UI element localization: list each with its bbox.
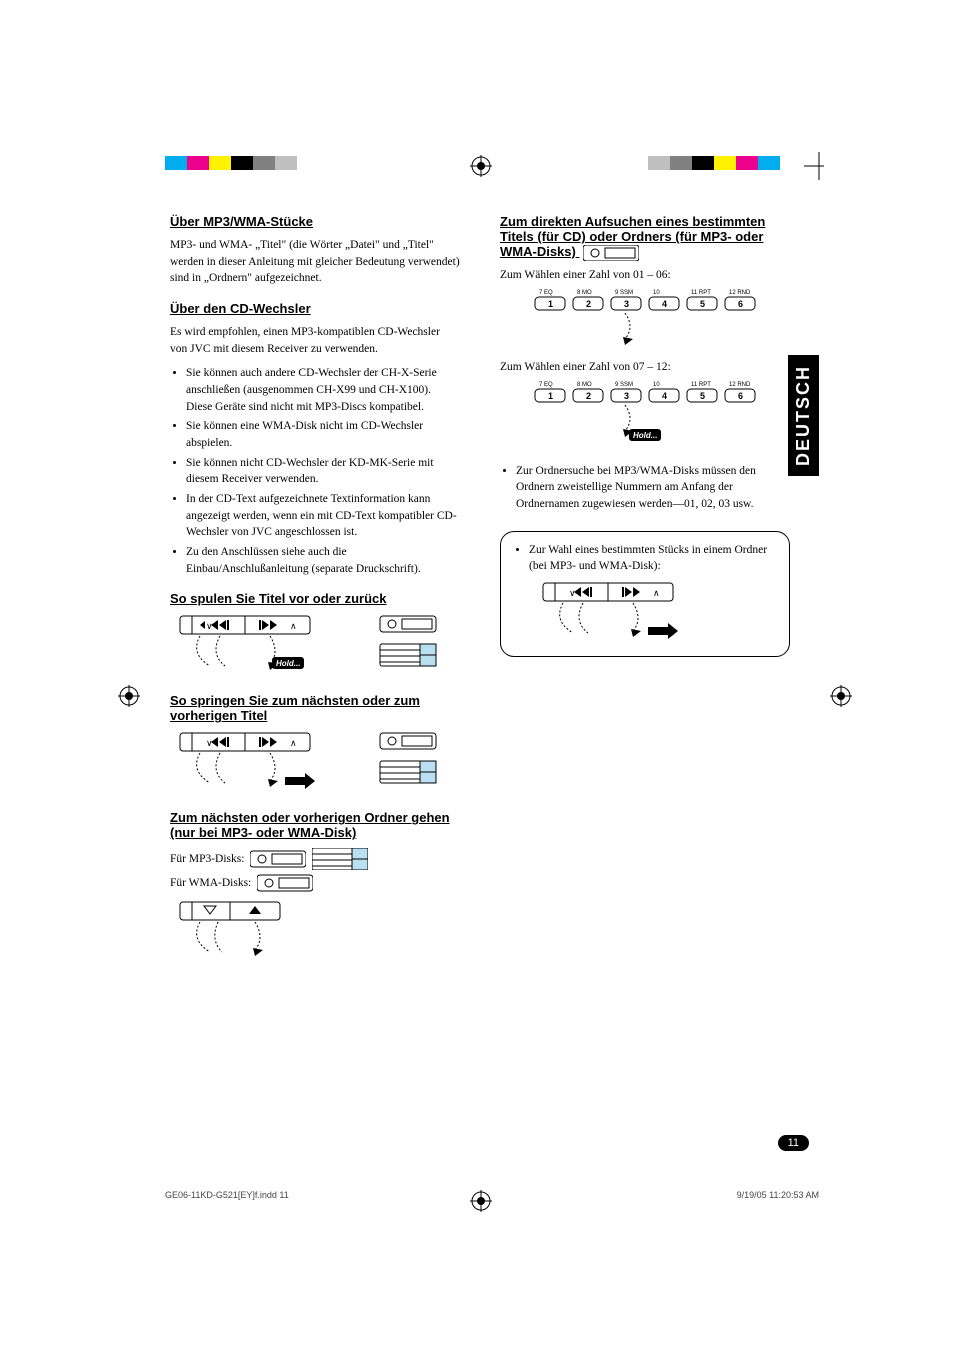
mp3-disk-row: Für MP3-Disks: — [170, 848, 460, 870]
remote-button-icon — [583, 245, 639, 261]
registration-mark-bottom — [470, 1190, 492, 1212]
list-item: Zu den Anschlüssen siehe auch die Einbau… — [186, 544, 460, 577]
svg-text:9 SSM: 9 SSM — [615, 382, 633, 388]
wma-label: Für WMA-Disks: — [170, 877, 251, 889]
svg-text:4: 4 — [662, 299, 667, 309]
svg-text:4: 4 — [662, 391, 667, 401]
svg-text:∨: ∨ — [206, 621, 213, 631]
svg-text:12 RND: 12 RND — [729, 382, 751, 388]
diagram-skip-title: ∨ ∧ — [170, 731, 460, 796]
heading-folder-nav: Zum nächsten oder vorherigen Ordner gehe… — [170, 810, 460, 840]
heading-direct-access: Zum direkten Aufsuchen eines bestimmten … — [500, 214, 790, 261]
svg-text:8 MO: 8 MO — [577, 382, 592, 388]
heading-mp3-wma: Über MP3/WMA-Stücke — [170, 214, 460, 229]
list-item: Zur Ordnersuche bei MP3/WMA-Disks müssen… — [516, 463, 790, 513]
remote-button-icon — [250, 850, 306, 868]
mp3-label: Für MP3-Disks: — [170, 853, 244, 865]
svg-text:11 RPT: 11 RPT — [691, 382, 711, 388]
diagram-fast-forward: ∨ ∧ Hold... — [170, 614, 460, 679]
list-item: In der CD-Text aufgezeichnete Textinform… — [186, 491, 460, 541]
svg-text:1: 1 — [548, 391, 553, 401]
registration-mark-left — [118, 685, 140, 707]
heading-fast-forward: So spulen Sie Titel vor oder zurück — [170, 591, 460, 606]
left-column: Über MP3/WMA-Stücke MP3- und WMA- „Titel… — [170, 200, 460, 977]
svg-text:5: 5 — [700, 391, 705, 401]
svg-text:∨: ∨ — [569, 588, 576, 598]
svg-text:11 RPT: 11 RPT — [691, 290, 711, 296]
page-content: Über MP3/WMA-Stücke MP3- und WMA- „Titel… — [170, 200, 790, 977]
svg-text:1: 1 — [548, 299, 553, 309]
svg-text:10: 10 — [653, 290, 660, 296]
svg-text:2: 2 — [586, 299, 591, 309]
svg-text:6: 6 — [738, 299, 743, 309]
footer-left: GE06-11KD-G521[EY]f.indd 11 — [165, 1190, 289, 1200]
colorbar-right — [604, 152, 824, 180]
svg-text:12 RND: 12 RND — [729, 290, 751, 296]
registration-mark-top — [470, 155, 492, 177]
callout-box: Zur Wahl eines bestimmten Stücks in eine… — [500, 531, 790, 657]
svg-text:7 EQ: 7 EQ — [539, 382, 553, 388]
language-tab: DEUTSCH — [788, 355, 819, 476]
svg-text:5: 5 — [700, 299, 705, 309]
svg-text:6: 6 — [738, 391, 743, 401]
svg-text:8 MO: 8 MO — [577, 290, 592, 296]
callout-text: Zur Wahl eines bestimmten Stücks in eine… — [529, 542, 777, 575]
svg-text:3: 3 — [624, 391, 629, 401]
svg-text:∨: ∨ — [206, 738, 213, 748]
right-column: Zum direkten Aufsuchen eines bestimmten … — [500, 200, 790, 977]
bullet-list-cd-changer: Sie können auch andere CD-Wechsler der C… — [186, 365, 460, 577]
heading-cd-changer: Über den CD-Wechsler — [170, 301, 460, 316]
svg-text:3: 3 — [624, 299, 629, 309]
remote-grid-icon — [312, 848, 368, 870]
para-mp3-wma: MP3- und WMA- „Titel" (die Wörter „Datei… — [170, 237, 460, 287]
heading-skip-title: So springen Sie zum nächsten oder zum vo… — [170, 693, 460, 723]
diagram-callout-rocker: ∨ ∧ — [513, 581, 733, 641]
colorbar-left — [165, 152, 365, 180]
number-buttons-7-12: 7 EQ 1 8 MO 2 9 SSM 3 104 11 RPT 5 12 RND 6 Hold..… — [525, 379, 765, 449]
svg-text:7 EQ: 7 EQ — [539, 290, 553, 296]
svg-text:2: 2 — [586, 391, 591, 401]
svg-text:10: 10 — [653, 382, 660, 388]
svg-text:∧: ∧ — [290, 621, 297, 631]
number-buttons-1-6: 7 EQ 1 8 MO 2 9 SSM 3 104 11 RPT 5 12 RND 6 — [525, 287, 765, 347]
registration-mark-right — [830, 685, 852, 707]
list-item: Sie können auch andere CD-Wechsler der C… — [186, 365, 460, 415]
note-list: Zur Ordnersuche bei MP3/WMA-Disks müssen… — [516, 463, 790, 513]
arrow-right-icon — [648, 623, 678, 639]
hold-label: Hold... — [276, 659, 300, 668]
para-cd-changer: Es wird empfohlen, einen MP3-kompatiblen… — [170, 324, 460, 357]
label-07-12: Zum Wählen einer Zahl von 07 – 12: — [500, 361, 790, 373]
svg-text:9 SSM: 9 SSM — [615, 290, 633, 296]
svg-text:∧: ∧ — [653, 588, 660, 598]
svg-text:∧: ∧ — [290, 738, 297, 748]
list-item: Sie können nicht CD-Wechsler der KD-MK-S… — [186, 455, 460, 488]
footer-right: 9/19/05 11:20:53 AM — [737, 1190, 819, 1200]
hold-label: Hold... — [633, 431, 657, 440]
label-01-06: Zum Wählen einer Zahl von 01 – 06: — [500, 269, 790, 281]
page-number: 11 — [778, 1135, 809, 1151]
remote-button-icon — [257, 874, 313, 892]
diagram-folder-rocker — [170, 900, 460, 965]
wma-disk-row: Für WMA-Disks: — [170, 874, 460, 892]
arrow-right-icon — [285, 773, 315, 789]
list-item: Sie können eine WMA-Disk nicht im CD-Wec… — [186, 418, 460, 451]
